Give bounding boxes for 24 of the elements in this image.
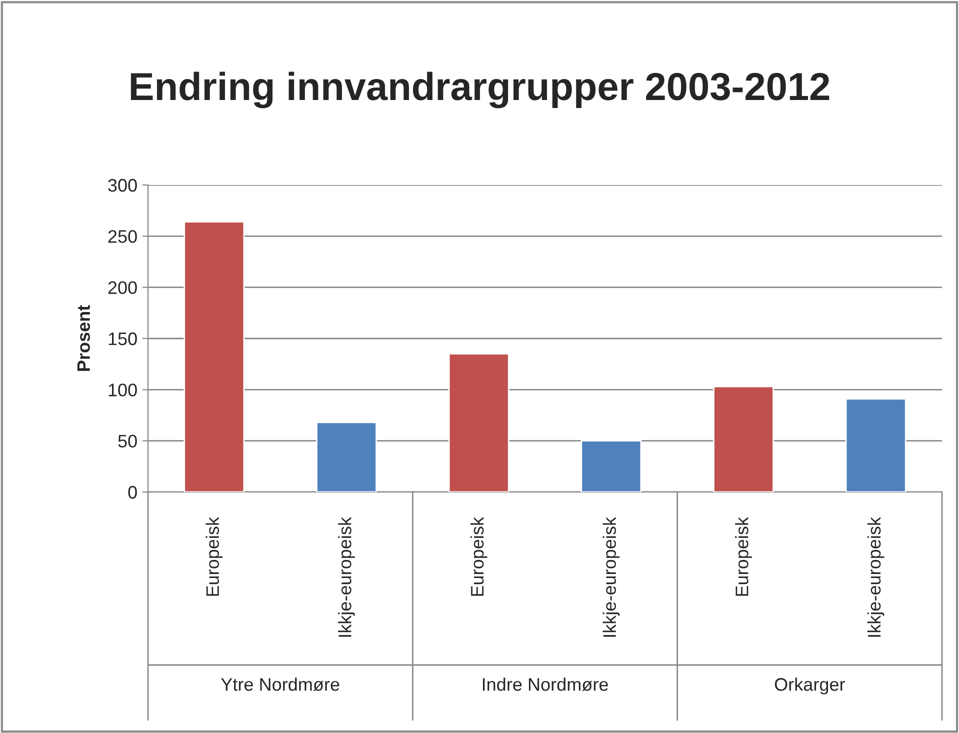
bar (184, 221, 245, 492)
x-tick-label: Ikkje-europeisk (338, 516, 355, 637)
text: Indre Nordmøre (482, 678, 608, 692)
x-tick-label: Ikkje-europeisk (867, 516, 884, 637)
x-tick-label: Europeisk (470, 516, 488, 596)
y-tick-label: 0 (128, 486, 137, 499)
y-axis-title: Prosent (77, 305, 90, 371)
y-tick-label: 250 (108, 230, 137, 243)
x-tick-label: Europeisk (206, 516, 223, 596)
y-tick-label: 200 (108, 281, 137, 294)
y-tick-label: 100 (108, 384, 137, 396)
x-tick-label: Europeisk (735, 516, 752, 596)
bar (448, 353, 510, 492)
text: Orkarger (774, 678, 845, 694)
bar (713, 386, 774, 492)
x-tick-label: Ikkje-europeisk (602, 516, 620, 637)
text: Ytre Nordmøre (221, 678, 340, 692)
y-tick-label: 150 (108, 332, 137, 346)
bar (580, 440, 642, 492)
chart-title: Endring innvandrargrupper 2003-2012 (130, 72, 830, 108)
bar (316, 422, 377, 492)
bar (845, 398, 906, 492)
y-tick-label: 300 (108, 178, 137, 192)
y-tick-label: 50 (118, 434, 137, 448)
